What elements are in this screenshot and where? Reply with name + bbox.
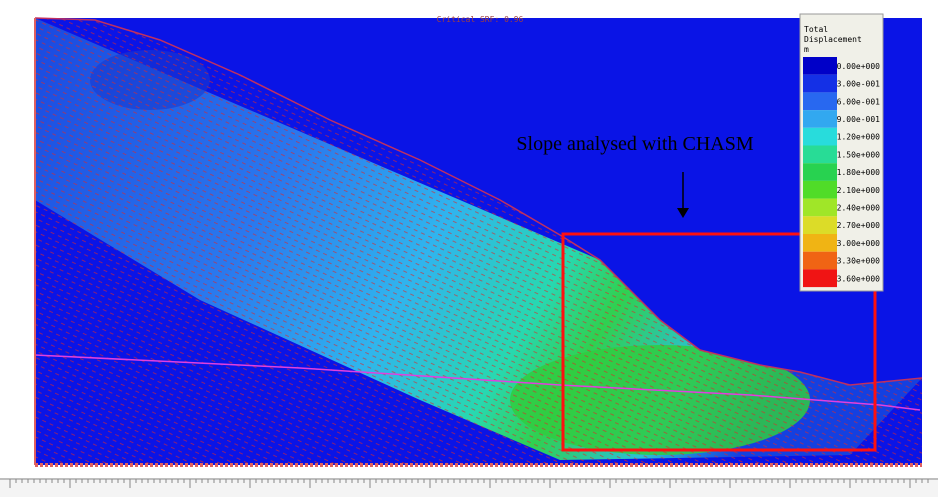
legend-label: 6.00e-001 (837, 97, 881, 106)
ruler-ticks (9, 479, 929, 488)
legend-swatch (803, 216, 837, 234)
highlight-box (561, 232, 877, 452)
legend-label: 2.10e+000 (837, 186, 881, 195)
ruler (0, 478, 938, 497)
legend-swatch (803, 92, 837, 111)
legend-title: m (804, 45, 809, 54)
legend-title: Displacement (804, 35, 862, 44)
arrow-head (677, 208, 689, 218)
legend-swatch (803, 163, 837, 181)
legend-swatch (803, 251, 837, 270)
legend-swatch (803, 74, 837, 93)
legend-label: 2.70e+000 (837, 221, 881, 230)
annotation: Slope analysed with CHASM (516, 133, 753, 155)
legend-label: 1.80e+000 (837, 168, 881, 177)
water-table (34, 354, 921, 411)
legend-swatch (803, 145, 837, 164)
legend-label: 0.00e+000 (837, 62, 881, 71)
legend-swatch (803, 180, 837, 199)
legend-label: 9.00e-001 (837, 115, 881, 124)
legend-label: 1.20e+000 (837, 133, 881, 142)
legend-label: 3.60e+000 (837, 274, 881, 283)
legend-swatch (803, 269, 837, 288)
legend-label: 3.30e+000 (837, 257, 881, 266)
legend-label: 3.00e+000 (837, 239, 881, 248)
legend-swatch (803, 127, 837, 146)
legend-swatch (803, 234, 837, 252)
legend-label: 2.40e+000 (837, 203, 881, 212)
legend-items: 0.00e+000 3.00e-001 6.00e-001 9.00e-001 1.20… (803, 57, 881, 288)
slope-surface (34, 17, 923, 386)
critical-srf: Critical SRF: 0.96 (437, 15, 524, 24)
legend-swatch (803, 198, 837, 217)
legend-swatch (803, 57, 837, 75)
legend-label: 1.50e+000 (837, 150, 881, 159)
legend-swatch (803, 110, 837, 128)
legend-label: 3.00e-001 (837, 80, 881, 89)
legend-title: Total (804, 25, 828, 34)
